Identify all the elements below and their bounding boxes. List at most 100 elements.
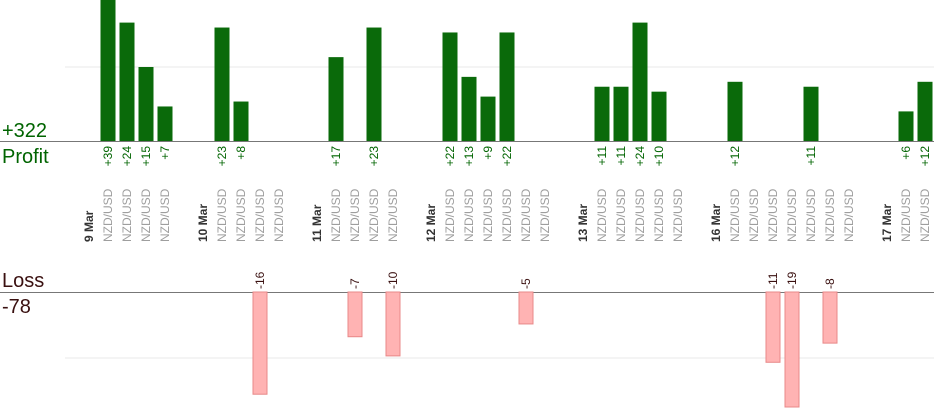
pair-label: NZD/USD bbox=[481, 188, 495, 242]
profit-value-label: +11 bbox=[595, 146, 609, 166]
profit-bar bbox=[651, 91, 667, 141]
profit-bar bbox=[898, 111, 914, 141]
loss-bar bbox=[347, 291, 363, 338]
loss-value-label: -16 bbox=[253, 271, 267, 289]
profit-value-label: +10 bbox=[652, 146, 666, 167]
profit-bar bbox=[917, 81, 933, 141]
date-label: 12 Mar bbox=[424, 204, 438, 242]
profit-value-label: +13 bbox=[462, 146, 476, 167]
profit-bar bbox=[499, 32, 515, 141]
profit-bar bbox=[632, 22, 648, 142]
profit-bar bbox=[594, 86, 610, 141]
date-label: 16 Mar bbox=[709, 204, 723, 242]
profit-bar bbox=[328, 57, 344, 142]
pair-label: NZD/USD bbox=[386, 188, 400, 242]
profit-bar bbox=[366, 27, 382, 141]
profit-value-label: +6 bbox=[899, 146, 913, 160]
profit-label: Profit bbox=[2, 146, 49, 168]
profit-total: +322 bbox=[2, 120, 47, 142]
loss-value-label: -5 bbox=[519, 278, 533, 289]
pair-label: NZD/USD bbox=[329, 188, 343, 242]
pair-label: NZD/USD bbox=[462, 188, 476, 242]
profit-bar bbox=[613, 86, 629, 141]
pair-label: NZD/USD bbox=[766, 188, 780, 242]
profit-value-label: +12 bbox=[728, 146, 742, 167]
pair-label: NZD/USD bbox=[101, 188, 115, 242]
date-label: 9 Mar bbox=[82, 210, 96, 242]
pair-label: NZD/USD bbox=[367, 188, 381, 242]
pair-label: NZD/USD bbox=[747, 188, 761, 242]
loss-value-label: -10 bbox=[386, 271, 400, 289]
pair-label: NZD/USD bbox=[158, 188, 172, 242]
pair-label: NZD/USD bbox=[538, 188, 552, 242]
date-label: 11 Mar bbox=[310, 204, 324, 242]
loss-value-label: -19 bbox=[785, 271, 799, 289]
loss-label: Loss bbox=[2, 270, 44, 292]
profit-value-label: +22 bbox=[500, 146, 514, 167]
pair-label: NZD/USD bbox=[823, 188, 837, 242]
profit-value-label: +39 bbox=[101, 146, 115, 167]
loss-total: -78 bbox=[2, 296, 31, 318]
pair-label: NZD/USD bbox=[443, 188, 457, 242]
loss-bar bbox=[822, 291, 838, 344]
pair-label: NZD/USD bbox=[139, 188, 153, 242]
profit-bar bbox=[442, 32, 458, 141]
pair-label: NZD/USD bbox=[253, 188, 267, 242]
profit-bar bbox=[100, 0, 116, 141]
loss-bar bbox=[518, 291, 534, 325]
profit-bar bbox=[214, 27, 230, 141]
loss-bar bbox=[385, 291, 401, 357]
profit-value-label: +8 bbox=[234, 146, 248, 160]
pair-label: NZD/USD bbox=[234, 188, 248, 242]
pair-label: NZD/USD bbox=[633, 188, 647, 242]
loss-bar bbox=[765, 291, 781, 363]
profit-bar bbox=[461, 76, 477, 141]
pair-label: NZD/USD bbox=[899, 188, 913, 242]
profit-value-label: +11 bbox=[804, 146, 818, 166]
profit-value-label: +24 bbox=[120, 146, 134, 167]
loss-value-label: -11 bbox=[766, 272, 780, 289]
loss-value-label: -7 bbox=[348, 278, 362, 289]
pair-label: NZD/USD bbox=[595, 188, 609, 242]
pair-label: NZD/USD bbox=[272, 188, 286, 242]
pair-label: NZD/USD bbox=[728, 188, 742, 242]
pair-label: NZD/USD bbox=[215, 188, 229, 242]
profit-bar bbox=[803, 86, 819, 141]
pair-label: NZD/USD bbox=[804, 188, 818, 242]
profit-bar bbox=[727, 81, 743, 141]
bars-layer bbox=[100, 0, 933, 408]
profit-value-label: +7 bbox=[158, 146, 172, 160]
profit-bar bbox=[157, 106, 173, 141]
profit-value-label: +15 bbox=[139, 146, 153, 167]
pair-label: NZD/USD bbox=[120, 188, 134, 242]
profit-bar bbox=[233, 101, 249, 141]
pair-label: NZD/USD bbox=[614, 188, 628, 242]
loss-value-label: -8 bbox=[823, 278, 837, 289]
profit-value-label: +23 bbox=[215, 146, 229, 167]
profit-value-label: +9 bbox=[481, 146, 495, 160]
profit-value-label: +23 bbox=[367, 146, 381, 167]
profit-bar bbox=[119, 22, 135, 142]
profit-value-label: +17 bbox=[329, 146, 343, 167]
pair-label: NZD/USD bbox=[348, 188, 362, 242]
profit-value-label: +12 bbox=[918, 146, 932, 167]
pair-label: NZD/USD bbox=[519, 188, 533, 242]
date-label: 10 Mar bbox=[196, 204, 210, 242]
date-label: 17 Mar bbox=[880, 204, 894, 242]
pair-label: NZD/USD bbox=[785, 188, 799, 242]
pair-label: NZD/USD bbox=[842, 188, 856, 242]
pair-label: NZD/USD bbox=[500, 188, 514, 242]
profit-bar bbox=[138, 67, 154, 141]
pair-label: NZD/USD bbox=[918, 188, 932, 242]
pair-label: NZD/USD bbox=[671, 188, 685, 242]
profit-value-label: +11 bbox=[614, 146, 628, 166]
profit-value-label: +24 bbox=[633, 146, 647, 167]
labels-layer: 9 Mar NZD/USD +39 NZD/USD +24 NZD/USD +15 NZD/U… bbox=[82, 146, 932, 289]
pair-label: NZD/USD bbox=[652, 188, 666, 242]
date-label: 13 Mar bbox=[576, 204, 590, 242]
loss-bar bbox=[252, 291, 268, 395]
profit-bar bbox=[480, 96, 496, 141]
loss-bar bbox=[784, 291, 800, 408]
profit-value-label: +22 bbox=[443, 146, 457, 167]
